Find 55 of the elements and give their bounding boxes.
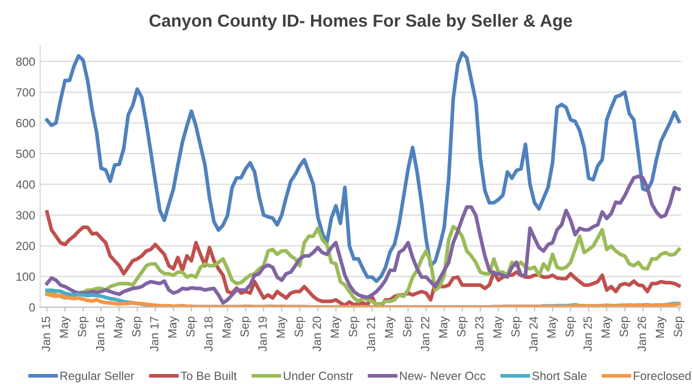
x-tick-label: Jan 17 (150, 316, 158, 352)
x-tick-label: May (60, 316, 71, 338)
x-tick-label: Sep (240, 316, 252, 337)
x-tick-label: May (602, 316, 612, 338)
x-tick-label: Jan 24 (529, 316, 538, 352)
x-tick-label: May (114, 316, 125, 338)
y-tick-label: 800 (16, 57, 35, 66)
x-tick-label: Sep (294, 316, 306, 337)
y-tick-label: 500 (16, 150, 35, 158)
x-tick-label: May (222, 316, 234, 338)
legend-label: Short Sale (532, 371, 586, 380)
y-tick-label: 300 (16, 211, 35, 220)
y-tick-label: 400 (16, 180, 35, 189)
x-tick-label: Jan 20 (312, 316, 321, 352)
x-tick-label: Sep (565, 316, 576, 337)
x-tick-label: Sep (186, 316, 197, 337)
x-tick-label: Sep (674, 316, 684, 337)
x-tick-label: Jan 23 (475, 316, 484, 352)
y-tick-label: 100 (16, 272, 35, 281)
y-tick-label: 700 (16, 88, 35, 97)
x-tick-label: Sep (511, 316, 522, 337)
x-tick-label: Jan 16 (96, 316, 104, 352)
x-tick-label: Jan 19 (258, 316, 267, 352)
legend-label: New- Never Occ (400, 372, 486, 380)
x-tick-label: Sep (132, 316, 143, 337)
legend-label: Regular Seller (60, 371, 134, 382)
x-tick-label: May (493, 316, 504, 338)
x-tick-label: Jan 15 (42, 316, 50, 352)
x-tick-label: Jan 18 (204, 316, 213, 352)
line-series (45, 292, 681, 308)
x-tick-label: May (656, 316, 666, 338)
x-tick-label: Sep (78, 316, 89, 337)
y-tick-label: 0 (29, 303, 35, 312)
x-tick-label: May (547, 316, 558, 338)
legend-label: Under Constr (284, 371, 353, 380)
x-tick-label: Sep (457, 316, 468, 337)
line-series (45, 174, 681, 305)
x-tick-label: Jan 22 (420, 316, 430, 352)
legend-label: Foreclosed (634, 371, 691, 380)
y-tick-label: 200 (16, 242, 35, 250)
x-tick-label: Sep (402, 316, 414, 337)
x-tick-label: Sep (348, 316, 360, 337)
x-tick-label: Jan 21 (366, 316, 376, 352)
x-tick-label: May (330, 316, 342, 338)
x-tick-label: Jan 25 (583, 316, 592, 352)
x-tick-label: Jan 26 (638, 316, 646, 352)
x-tick-label: May (276, 316, 288, 338)
chart-title: Canyon County ID- Homes For Sale by Seller & Age (150, 14, 572, 30)
x-tick-label: May (168, 316, 179, 338)
legend-label: To Be Built (180, 371, 237, 380)
y-tick-label: 600 (16, 118, 35, 128)
x-tick-label: May (439, 316, 450, 338)
x-tick-label: Sep (620, 316, 630, 337)
x-tick-label: May (384, 316, 396, 338)
line-series (45, 51, 681, 283)
